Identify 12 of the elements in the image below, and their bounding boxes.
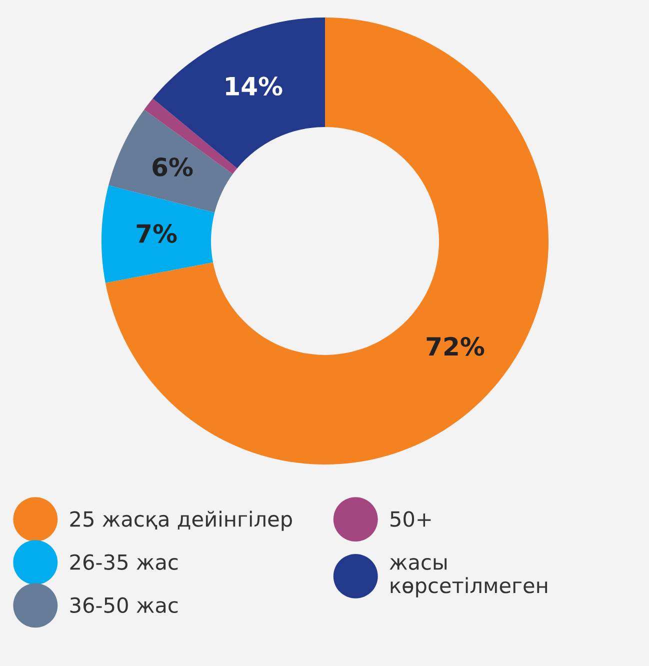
donut-slice: [108, 110, 233, 213]
data-label: 6%: [152, 157, 193, 176]
donut-slice: [101, 185, 215, 283]
data-label: 72%: [426, 336, 484, 356]
donut-slice: [105, 17, 548, 464]
data-label: 14%: [226, 76, 282, 96]
data-label: 7%: [136, 224, 177, 243]
legend-label: 36-50 жас: [70, 597, 178, 614]
legend-label: 26-35 жас: [70, 554, 178, 570]
legend-label: жасы көрсетілмеген: [390, 558, 548, 598]
legend-label: 50+: [390, 511, 431, 527]
legend-label: 25 жасқа дейінгілер: [70, 510, 292, 531]
